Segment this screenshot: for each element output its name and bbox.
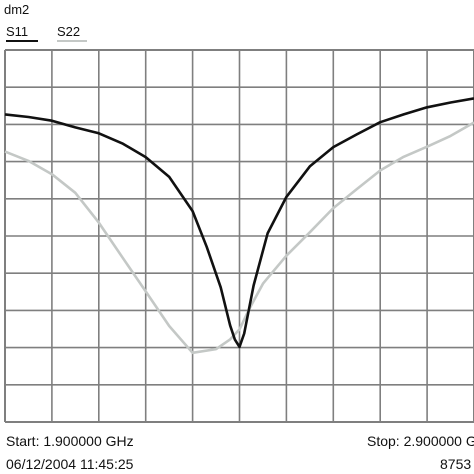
start-frequency: Start: 1.900000 GHz [6,433,134,449]
series-line-s22 [4,121,474,355]
stop-frequency: Stop: 2.900000 G [367,433,474,449]
marker-label: dm2 [4,2,30,17]
legend-entry-s11[interactable]: S11 [6,24,29,39]
series-line-s11 [4,97,474,349]
instrument-model: 8753 [440,456,472,472]
legend-line-s22 [57,40,87,42]
legend-line-s11 [6,40,38,42]
timestamp: 06/12/2004 11:45:25 [6,456,134,472]
legend-entry-s22[interactable]: S22 [57,24,81,39]
chart-grid [4,49,474,423]
chart-series [4,97,474,355]
